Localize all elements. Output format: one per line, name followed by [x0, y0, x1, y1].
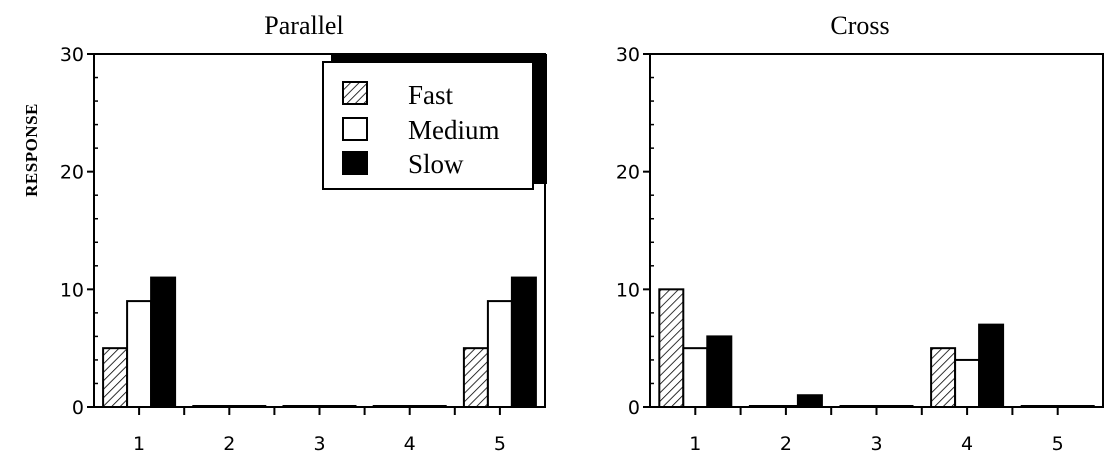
- legend-label-slow: Slow: [408, 149, 464, 179]
- y-tick-label: 0: [628, 397, 640, 419]
- legend-swatch-medium: [342, 117, 368, 141]
- legend-swatch-slow: [342, 151, 368, 175]
- y-tick-label: 0: [72, 397, 84, 419]
- bar-fast-4: [930, 347, 957, 408]
- legend: Fast Medium Slow: [322, 54, 547, 190]
- tick-marks: [643, 53, 1059, 415]
- y-tick-labels: 0 10 20 30: [616, 44, 640, 419]
- y-tick-label: 10: [616, 279, 640, 301]
- y-tick-label: 10: [60, 279, 84, 301]
- x-tick-labels: 1 2 3 4 5: [133, 433, 506, 455]
- x-tick-labels: 1 2 3 4 5: [689, 433, 1063, 455]
- y-axis-label: RESPONSE: [22, 103, 41, 197]
- bar-medium-1: [682, 347, 709, 408]
- bar-fast-1: [102, 347, 129, 408]
- x-tick-label: 2: [780, 433, 792, 455]
- y-tick-label: 20: [616, 162, 640, 184]
- x-tick-label: 4: [404, 433, 416, 455]
- y-tick-label: 30: [60, 44, 84, 66]
- bars: [102, 276, 537, 409]
- x-tick-label: 3: [870, 433, 882, 455]
- bar-medium-4: [954, 358, 981, 408]
- legend-label-fast: Fast: [408, 80, 454, 110]
- tick-marks: [87, 53, 501, 415]
- bar-slow-2: [796, 394, 823, 409]
- bar-medium-1: [126, 300, 153, 409]
- bar-slow-4: [978, 323, 1005, 408]
- x-tick-label: 1: [689, 433, 701, 455]
- x-tick-label: 4: [961, 433, 973, 455]
- bar-slow-1: [706, 335, 733, 408]
- x-tick-label: 2: [223, 433, 235, 455]
- y-tick-label: 20: [60, 162, 84, 184]
- chart-panel-parallel: Parallel RESPONSE 0 10 20 30 1 2 3 4 5 Fast Med…: [22, 11, 547, 455]
- y-tick-labels: 0 10 20 30: [60, 44, 84, 419]
- y-tick-label: 30: [616, 44, 640, 66]
- bar-fast-1: [658, 288, 685, 409]
- legend-swatch-fast: [342, 81, 368, 105]
- chart-title: Parallel: [264, 11, 343, 40]
- x-tick-label: 5: [1052, 433, 1064, 455]
- legend-label-medium: Medium: [408, 115, 500, 145]
- chart-panel-cross: Cross 0 10 20 30 1 2 3 4 5: [616, 11, 1104, 455]
- x-tick-label: 3: [313, 433, 325, 455]
- bar-slow-1: [150, 276, 177, 409]
- bar-medium-5: [486, 300, 513, 409]
- chart-title: Cross: [830, 11, 889, 40]
- bar-slow-5: [510, 276, 537, 409]
- x-tick-label: 1: [133, 433, 145, 455]
- bars: [658, 288, 1095, 409]
- x-tick-label: 5: [494, 433, 506, 455]
- bar-fast-5: [462, 347, 489, 408]
